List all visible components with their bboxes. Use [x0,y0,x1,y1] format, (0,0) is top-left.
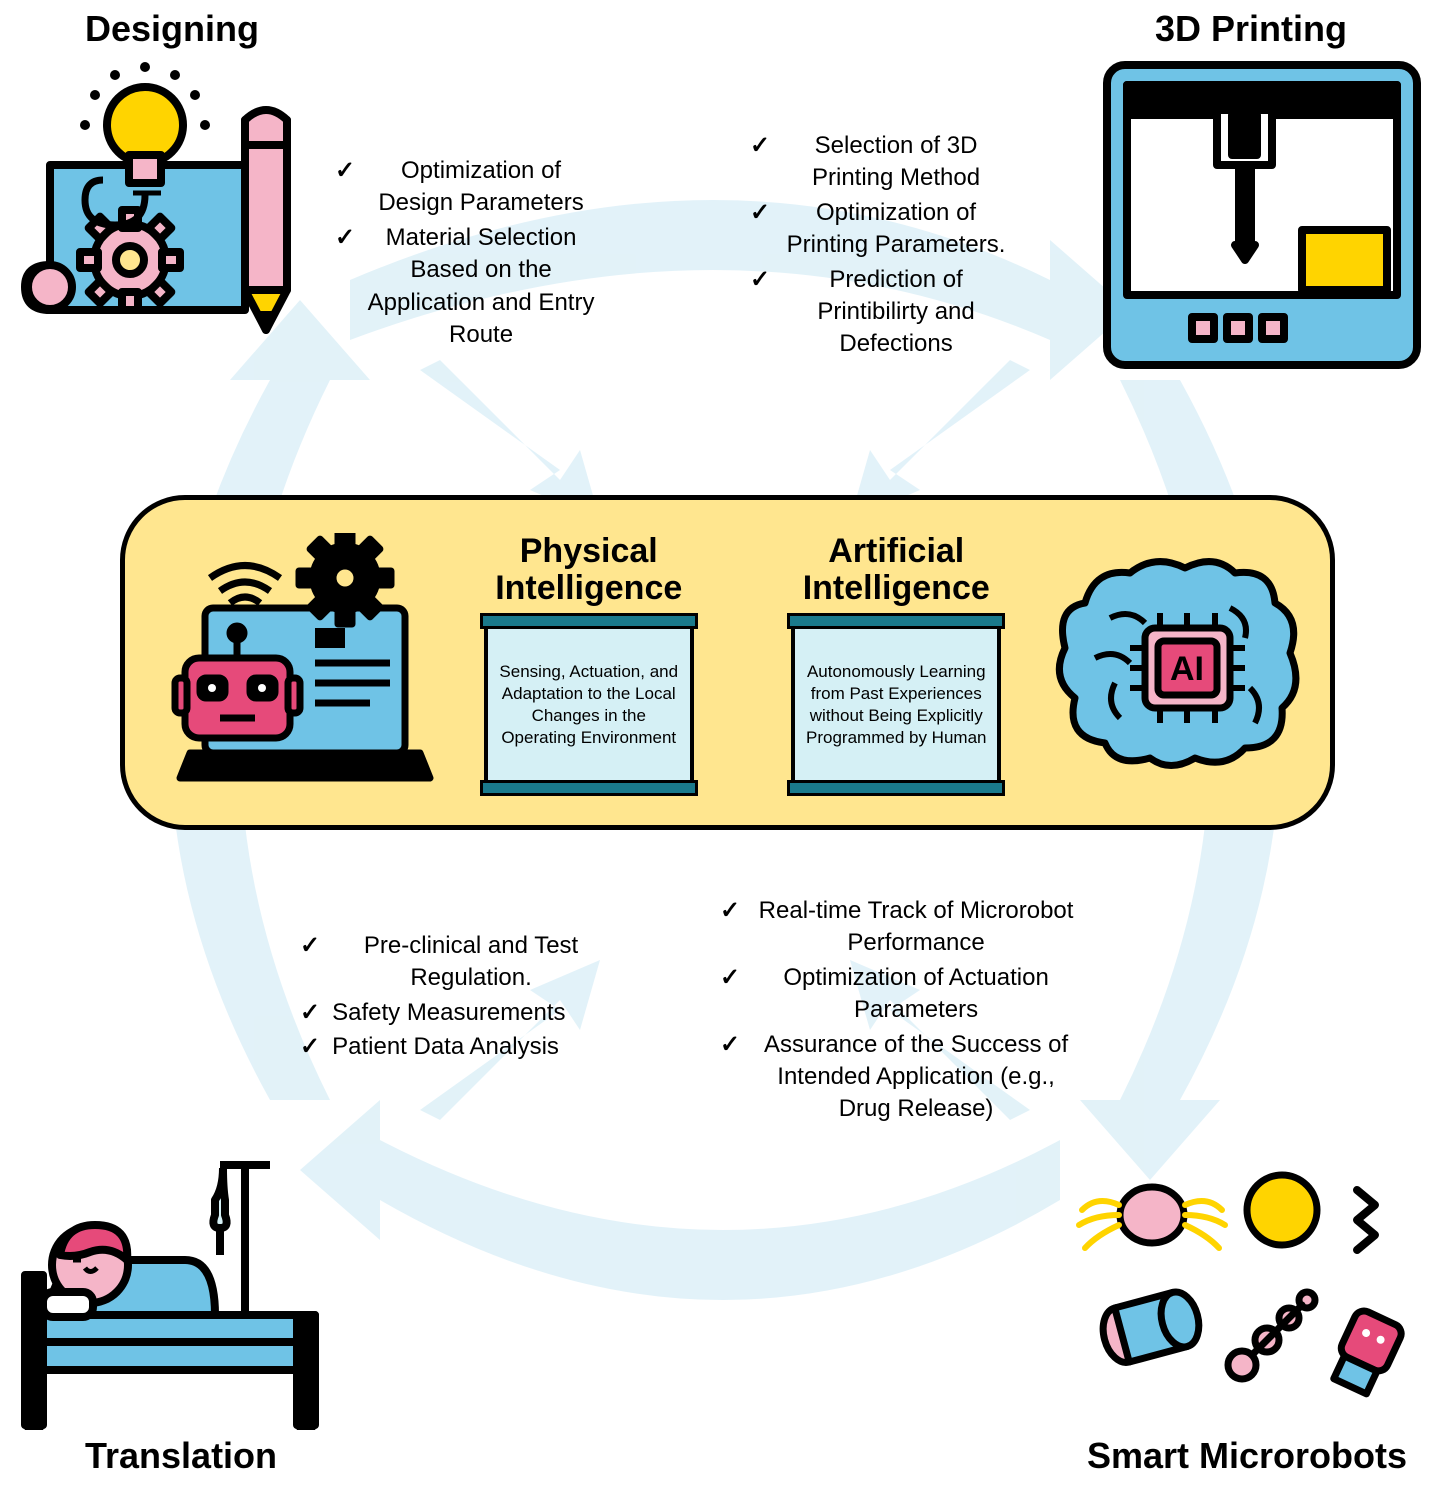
check-icon: ✓ [335,222,355,352]
robot-laptop-icon [150,533,435,793]
artificial-intelligence-title: Artificial Intelligence [751,533,1043,608]
title-translation: Translation [85,1435,277,1477]
check-icon: ✓ [720,1029,740,1126]
check-icon: ✓ [720,962,740,1027]
check-icon: ✓ [300,1031,320,1063]
microrobots-icon [1057,1160,1427,1430]
bullets-translation: ✓Pre-clinical and Test Regulation. ✓Safe… [300,930,610,1066]
bullets-3d-printing: ✓Selection of 3D Printing Method ✓Optimi… [750,130,1010,363]
artificial-intelligence-column: Artificial Intelligence Autonomously Lea… [751,533,1043,793]
check-icon: ✓ [750,130,770,195]
bullets-microrobots: ✓Real-time Track of Microrobot Performan… [720,895,1080,1128]
3d-printer-icon [1097,55,1427,375]
svg-text:AI: AI [1170,650,1204,688]
check-icon: ✓ [335,155,355,220]
artificial-intelligence-box: Autonomously Learning from Past Experien… [791,617,1001,792]
check-icon: ✓ [300,930,320,995]
center-intelligence-panel: Physical Intelligence Sensing, Actuation… [120,495,1335,830]
physical-intelligence-title: Physical Intelligence [443,533,735,608]
check-icon: ✓ [720,895,740,960]
title-3d-printing: 3D Printing [1155,8,1347,50]
title-smart-microrobots: Smart Microrobots [1087,1435,1407,1477]
designing-icon [15,55,325,335]
physical-intelligence-box: Sensing, Actuation, and Adaptation to th… [484,617,694,792]
brain-ai-chip-icon: AI [1050,548,1305,778]
check-icon: ✓ [750,197,770,262]
check-icon: ✓ [300,997,320,1029]
physical-intelligence-column: Physical Intelligence Sensing, Actuation… [443,533,735,793]
check-icon: ✓ [750,264,770,361]
bullets-designing: ✓Optimization of Design Parameters ✓Mate… [335,155,595,353]
title-designing: Designing [85,8,259,50]
patient-bed-icon [15,1160,325,1430]
